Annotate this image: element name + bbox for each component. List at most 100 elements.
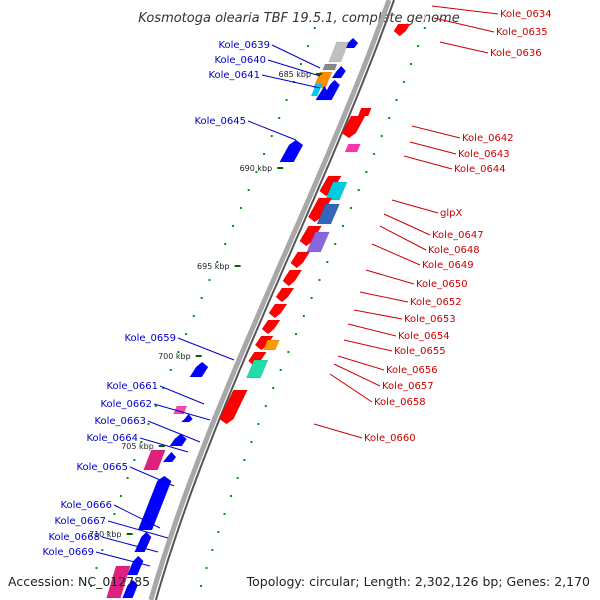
label-leader xyxy=(365,269,415,285)
tick-mark xyxy=(234,265,241,267)
gene-feature xyxy=(180,413,193,423)
gene-label: Kole_0662 xyxy=(100,399,152,410)
gene-feature xyxy=(316,203,340,225)
tick-label: 710 kbp xyxy=(89,530,122,539)
gene-feature xyxy=(268,303,288,319)
track-dot xyxy=(380,135,383,137)
track-dot xyxy=(205,567,208,569)
track-dot xyxy=(126,477,129,479)
gene-label: Kole_0645 xyxy=(194,116,246,127)
gene-label: Kole_0664 xyxy=(86,433,138,444)
gene-label: Kole_0644 xyxy=(454,164,506,175)
track-dot xyxy=(326,261,329,263)
track-dot xyxy=(417,45,419,47)
track-dot xyxy=(211,549,214,551)
track-dot xyxy=(216,261,219,263)
accession-text: Accession: NC_012785 xyxy=(8,574,151,589)
gene-label: Kole_0657 xyxy=(382,381,434,392)
gene-label: Kole_0658 xyxy=(374,397,426,408)
track-dot xyxy=(239,207,242,209)
label-leader xyxy=(329,373,373,403)
tick-dots xyxy=(90,27,426,587)
track-dot xyxy=(101,549,104,551)
track-dot xyxy=(318,279,321,281)
label-leader xyxy=(95,551,151,567)
gene-label: Kole_0654 xyxy=(398,331,450,342)
track-dot xyxy=(388,117,391,119)
track-dot xyxy=(223,513,226,515)
tick-label: 685 kbp xyxy=(278,70,311,79)
gene-feature xyxy=(328,41,349,63)
track-dot xyxy=(185,333,187,335)
gene-label: Kole_0668 xyxy=(48,532,100,543)
gene-feature xyxy=(331,65,347,79)
label-leader xyxy=(159,385,205,405)
gene-feature xyxy=(134,531,152,553)
label-leader xyxy=(337,355,385,371)
track-dot xyxy=(162,387,165,389)
tick-mark xyxy=(316,73,323,75)
gene-feature xyxy=(290,251,311,269)
genome-backbone xyxy=(148,0,395,600)
track-dot xyxy=(285,99,288,101)
label-leader xyxy=(147,420,201,443)
label-leader xyxy=(313,423,363,439)
track-dot xyxy=(255,171,258,173)
tick-mark xyxy=(195,355,202,357)
tick-mark xyxy=(277,167,284,169)
label-leader xyxy=(107,520,169,539)
tick-label: 690 kbp xyxy=(240,164,273,173)
label-leader xyxy=(353,309,403,320)
label-leader xyxy=(129,466,175,487)
gene-feature xyxy=(169,433,187,447)
gene-feature xyxy=(126,555,144,576)
track-dot xyxy=(357,189,360,191)
gene-label: Kole_0642 xyxy=(462,133,514,144)
track-dot xyxy=(200,297,203,299)
tick-mark xyxy=(158,445,165,447)
gene-label: Kole_0639 xyxy=(218,40,270,51)
track-dot xyxy=(192,315,195,317)
track-dot xyxy=(264,405,267,407)
track-dot xyxy=(278,117,281,119)
gene-label: Kole_0667 xyxy=(54,516,106,527)
label-leader xyxy=(347,323,397,337)
track-dot xyxy=(200,585,202,587)
track-dot xyxy=(395,99,398,101)
gene-feature xyxy=(279,139,304,163)
gene-label: Kole_0659 xyxy=(124,333,176,344)
track-dot xyxy=(232,225,234,227)
track-dot xyxy=(373,153,376,155)
gene-label: Kole_0636 xyxy=(490,48,542,59)
label-leader xyxy=(403,155,453,170)
gene-label: Kole_0641 xyxy=(208,70,260,81)
track-dot xyxy=(302,315,305,317)
gene-feature xyxy=(306,231,330,253)
gene-features xyxy=(106,9,429,599)
gene-label: Kole_0634 xyxy=(500,9,552,20)
label-leader xyxy=(439,41,489,54)
track-dot xyxy=(140,441,143,443)
track-dot xyxy=(119,495,122,497)
track-dot xyxy=(257,423,260,425)
gene-feature xyxy=(344,143,361,153)
label-leader xyxy=(267,59,321,77)
label-leader xyxy=(113,504,161,529)
gene-feature xyxy=(137,475,172,531)
track-dot xyxy=(217,531,220,533)
gene-label: Kole_0648 xyxy=(428,245,480,256)
gene-label: Kole_0665 xyxy=(76,462,128,473)
gene-feature xyxy=(189,361,209,378)
gene-feature xyxy=(315,85,328,101)
label-leader xyxy=(371,243,421,266)
track-dot xyxy=(154,405,157,407)
track-dot xyxy=(236,477,239,479)
gene-label: Kole_0661 xyxy=(106,381,158,392)
gene-feature xyxy=(106,565,131,599)
gene-label: Kole_0669 xyxy=(42,547,94,558)
position-ticks: 685 kbp 690 kbp 695 kbp 700 kbp 705 kbp 710 k… xyxy=(89,70,323,539)
track-dot xyxy=(300,63,302,65)
gene-label: Kole_0655 xyxy=(394,346,446,357)
label-leader xyxy=(391,199,439,214)
label-leader xyxy=(383,213,431,236)
